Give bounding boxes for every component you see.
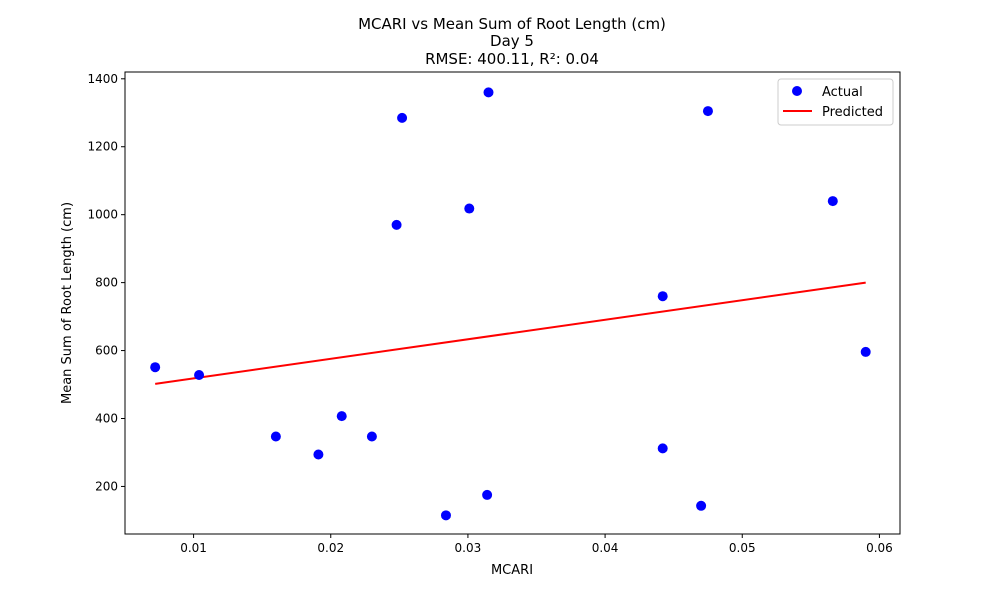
y-tick-label: 1400 <box>87 72 118 86</box>
x-tick-label: 0.01 <box>180 541 207 555</box>
y-tick-label: 1000 <box>87 208 118 222</box>
x-tick-label: 0.05 <box>729 541 756 555</box>
actual-point <box>194 370 205 381</box>
actual-point <box>657 443 668 454</box>
actual-point <box>313 449 324 460</box>
chart-title: MCARI vs Mean Sum of Root Length (cm) Da… <box>358 15 666 68</box>
legend: Actual Predicted <box>777 78 894 126</box>
x-axis: 0.01 0.02 0.03 0.04 0.05 0.06 <box>180 534 893 555</box>
x-tick-label: 0.03 <box>455 541 482 555</box>
actual-point <box>702 106 713 117</box>
y-tick-label: 200 <box>95 479 118 493</box>
actual-point <box>482 489 493 500</box>
chart-title-line-1: MCARI vs Mean Sum of Root Length (cm) <box>358 15 666 33</box>
series-layer <box>150 87 871 521</box>
actual-point <box>366 431 377 442</box>
chart-title-line-3: RMSE: 400.11, R²: 0.04 <box>425 50 599 68</box>
actual-point <box>464 203 475 214</box>
y-tick-label: 600 <box>95 344 118 358</box>
actual-point <box>150 362 161 373</box>
y-tick-label: 1200 <box>87 140 118 154</box>
actual-point <box>336 411 347 422</box>
actual-point <box>483 87 494 98</box>
y-tick-label: 800 <box>95 276 118 290</box>
x-tick-label: 0.06 <box>866 541 893 555</box>
y-axis: 200 400 600 800 1000 1200 1400 <box>87 72 125 493</box>
legend-label-actual: Actual <box>822 85 863 100</box>
x-tick-label: 0.02 <box>317 541 344 555</box>
predicted-line <box>155 281 866 385</box>
y-tick-label: 400 <box>95 412 118 426</box>
actual-point <box>827 196 838 207</box>
x-tick-label: 0.04 <box>592 541 619 555</box>
legend-box <box>777 78 894 126</box>
actual-point <box>397 112 408 123</box>
actual-point <box>440 510 451 521</box>
actual-point <box>860 346 871 357</box>
legend-label-predicted: Predicted <box>822 105 883 120</box>
axes-frame <box>124 71 901 535</box>
actual-point <box>696 500 707 511</box>
y-axis-label: Mean Sum of Root Length (cm) <box>60 202 75 404</box>
actual-point <box>657 291 668 302</box>
x-axis-label: MCARI <box>491 563 533 578</box>
chart-title-line-2: Day 5 <box>490 32 534 50</box>
legend-marker-actual <box>792 86 802 96</box>
actual-point <box>391 219 402 230</box>
actual-point <box>270 431 281 442</box>
